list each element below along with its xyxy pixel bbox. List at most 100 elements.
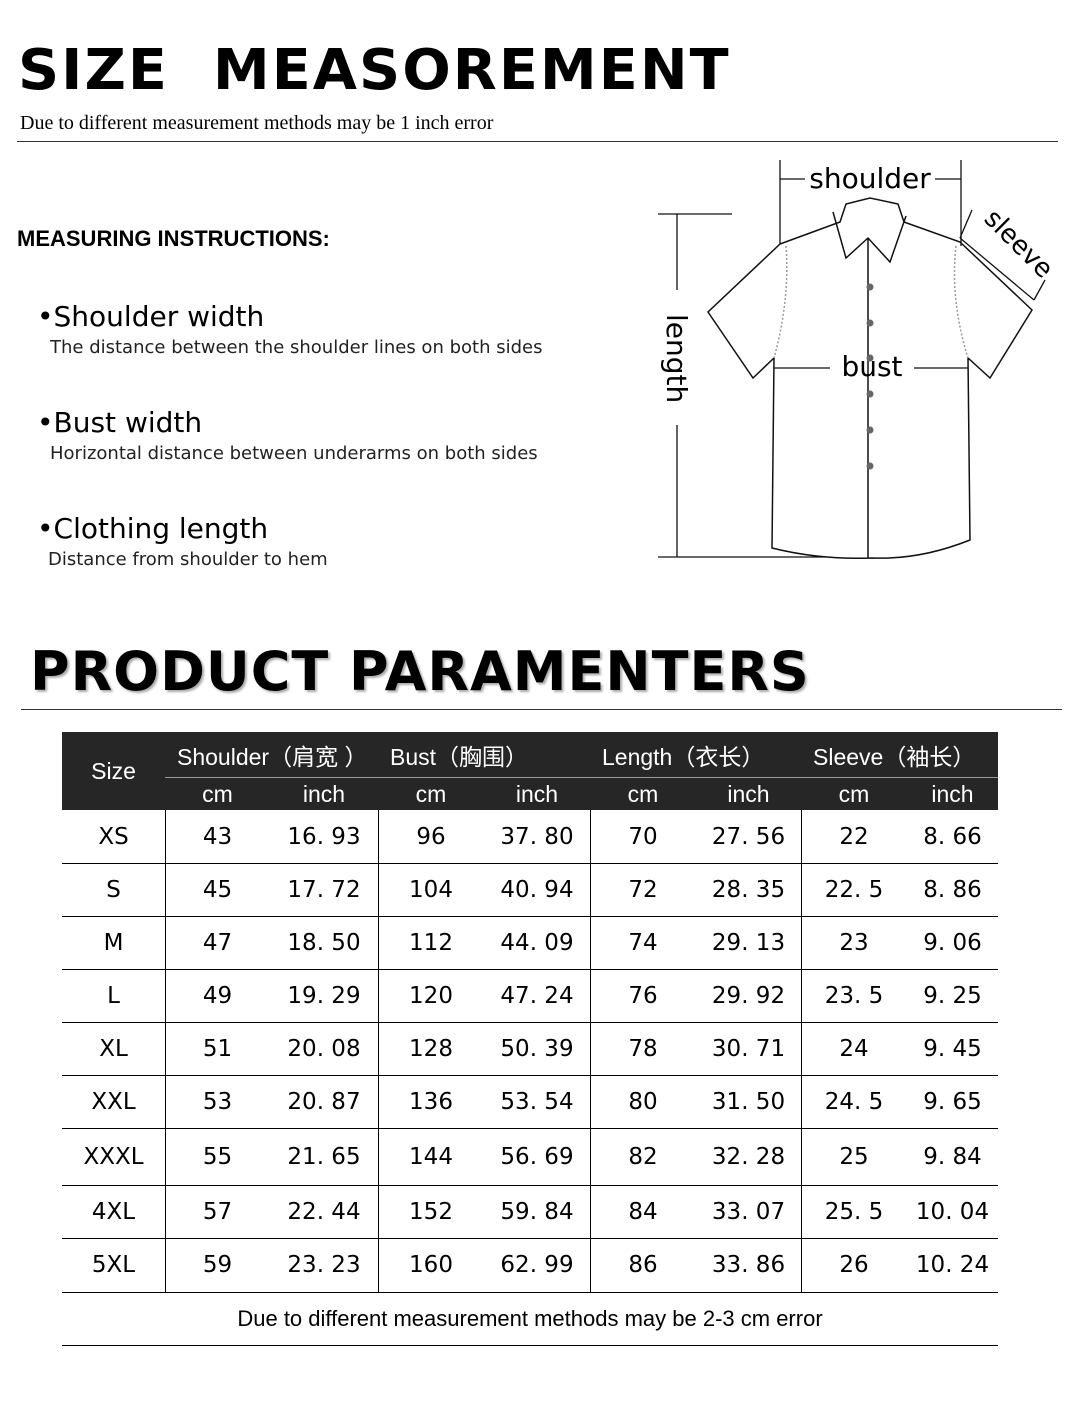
value-cell: 72 <box>628 876 658 903</box>
row-divider <box>62 1238 998 1239</box>
value-cell: 25. 5 <box>824 1198 884 1225</box>
header-size: Size <box>62 732 165 810</box>
value-cell: 51 <box>202 1035 233 1062</box>
size-cell: L <box>107 982 120 1009</box>
value-cell: 20. 08 <box>287 1035 361 1062</box>
size-cell: XL <box>99 1035 128 1062</box>
row-divider <box>62 916 998 917</box>
row-divider <box>62 969 998 970</box>
value-cell: 53. 54 <box>500 1088 574 1115</box>
value-cell: 23. 23 <box>287 1252 361 1278</box>
value-cell: 136 <box>409 1088 453 1115</box>
size-cell: 5XL <box>91 1252 136 1278</box>
row-divider <box>62 1075 998 1076</box>
value-cell: 23. 5 <box>824 982 884 1009</box>
divider <box>21 709 1062 710</box>
value-cell: 21. 65 <box>287 1143 361 1170</box>
size-cell: XXXL <box>83 1143 144 1170</box>
value-cell: 84 <box>628 1198 658 1225</box>
header-unit: cm <box>590 778 696 810</box>
value-cell: 152 <box>409 1198 453 1225</box>
shirt-outline-icon <box>707 197 1033 560</box>
header-group: Sleeve（袖长） <box>801 732 998 777</box>
value-cell: 86 <box>628 1252 658 1278</box>
value-cell: 9. 45 <box>923 1035 982 1062</box>
value-cell: 78 <box>628 1035 658 1062</box>
page-subtitle: Due to different measurement methods may… <box>20 112 494 134</box>
value-cell: 40. 94 <box>500 876 574 903</box>
value-cell: 24. 5 <box>824 1088 884 1115</box>
value-cell: 104 <box>409 876 453 903</box>
value-cell: 18. 50 <box>287 929 361 956</box>
value-cell: 74 <box>628 929 658 956</box>
header-unit: cm <box>801 778 907 810</box>
header-unit: cm <box>165 778 270 810</box>
size-cell: XXL <box>91 1088 136 1115</box>
shirt-diagram: shoulder bust length sleeve <box>658 160 1059 560</box>
value-cell: 37. 80 <box>500 823 574 850</box>
value-cell: 96 <box>416 823 446 850</box>
value-cell: 49 <box>202 982 233 1009</box>
footnote: Due to different measurement methods may… <box>237 1305 823 1331</box>
value-cell: 160 <box>409 1252 453 1278</box>
value-cell: 22. 44 <box>287 1198 361 1225</box>
header-divider <box>165 777 998 778</box>
value-cell: 9. 06 <box>923 929 982 956</box>
bottom-line <box>62 1345 998 1346</box>
shoulder-width-title: •Shoulder width <box>37 300 265 333</box>
sleeve-label: sleeve <box>978 204 1059 285</box>
value-cell: 70 <box>628 823 658 850</box>
row-divider <box>62 1185 998 1186</box>
size-cell: M <box>103 929 124 956</box>
value-cell: 32. 28 <box>711 1143 786 1170</box>
value-cell: 8. 86 <box>923 876 982 903</box>
value-cell: 28. 35 <box>711 876 786 903</box>
value-cell: 22. 5 <box>824 876 884 903</box>
value-cell: 55 <box>202 1143 233 1170</box>
header-unit: cm <box>378 778 484 810</box>
value-cell: 47 <box>202 929 233 956</box>
value-cell: 16. 93 <box>287 823 361 850</box>
value-cell: 120 <box>409 982 453 1009</box>
length-label: length <box>660 314 693 403</box>
instructions-heading: MEASURING INSTRUCTIONS: <box>17 226 330 251</box>
value-cell: 59 <box>202 1252 233 1278</box>
value-cell: 33. 07 <box>711 1198 786 1225</box>
value-cell: 8. 66 <box>923 823 982 850</box>
divider <box>17 141 1058 142</box>
column-divider <box>801 810 802 1292</box>
value-cell: 144 <box>409 1143 453 1170</box>
header-group: Shoulder（肩宽 ） <box>165 732 378 777</box>
value-cell: 43 <box>202 823 233 850</box>
clothing-length-title: •Clothing length <box>37 512 269 545</box>
size-cell: XS <box>98 823 129 850</box>
measure-lines <box>658 160 1046 558</box>
value-cell: 20. 87 <box>287 1088 361 1115</box>
value-cell: 19. 29 <box>287 982 361 1009</box>
column-divider <box>378 810 379 1292</box>
value-cell: 9. 84 <box>923 1143 982 1170</box>
header-group: Length（衣长） <box>590 732 801 777</box>
value-cell: 82 <box>628 1143 658 1170</box>
header-unit: inch <box>907 778 998 810</box>
value-cell: 9. 25 <box>923 982 982 1009</box>
buttons-icon <box>866 283 874 470</box>
value-cell: 25 <box>839 1143 869 1170</box>
header-unit: inch <box>484 778 590 810</box>
value-cell: 29. 92 <box>711 982 786 1009</box>
row-divider <box>62 1128 998 1129</box>
value-cell: 30. 71 <box>711 1035 786 1062</box>
value-cell: 24 <box>839 1035 869 1062</box>
row-divider <box>62 863 998 864</box>
value-cell: 80 <box>628 1088 658 1115</box>
header-unit: inch <box>696 778 801 810</box>
bust-label: bust <box>841 350 902 383</box>
page-title: SIZE MEASOREMENT <box>18 38 731 103</box>
value-cell: 31. 50 <box>711 1088 786 1115</box>
value-cell: 44. 09 <box>500 929 574 956</box>
size-cell: 4XL <box>91 1198 136 1225</box>
value-cell: 50. 39 <box>500 1035 574 1062</box>
value-cell: 26 <box>839 1252 869 1278</box>
clothing-length-desc: Distance from shoulder to hem <box>48 549 328 570</box>
